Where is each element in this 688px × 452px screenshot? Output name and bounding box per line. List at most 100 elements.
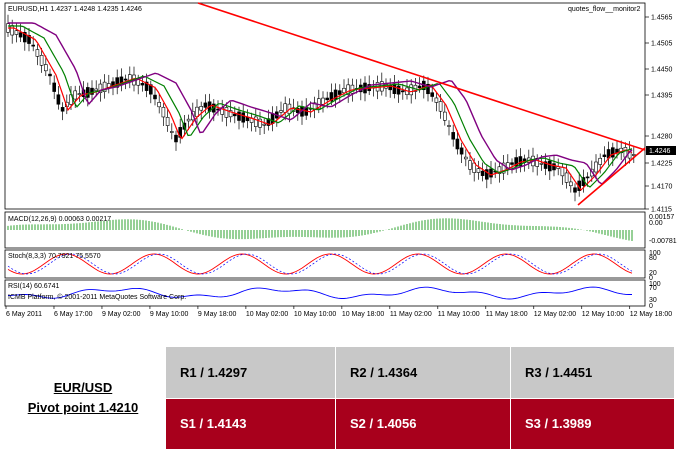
price-tick-label: 1.4505 [651,41,673,48]
stoch-label: Stoch(8,3,3) 70.7921 75.5570 [8,253,101,260]
candle-body [560,166,565,177]
candle-body [455,138,460,150]
candle-body [165,117,170,126]
candle-body [295,108,300,114]
candle-body [585,176,590,179]
candle-body [459,147,464,155]
candle-body [22,32,27,43]
candle-body [552,163,556,171]
rsi-tick-label: 100 [649,281,661,288]
candle-body [539,162,544,165]
candle-body [60,107,65,112]
candle-body [254,116,258,127]
price-axis: 1.4565 1.4505 1.4450 1.4395 1.4280 1.4225 1.41… [645,15,677,310]
candle-body [476,168,481,173]
candle-body [153,94,157,100]
s2-cell: S2 / 1.4056 [335,397,511,450]
support-trendline [577,147,646,206]
stoch-tick-label: 20 [649,270,657,277]
r3-cell: R3 / 1.4451 [510,346,675,399]
candle-body [186,118,191,122]
candle-body [199,106,203,111]
candle-body [400,90,405,93]
rsi-label: RSI(14) 60.6741 [8,283,59,290]
candle-body [228,110,233,118]
candle-body [48,73,52,77]
candle-body [325,97,330,101]
candle-body [598,157,603,165]
candle-body [283,103,288,113]
candle-body [396,85,401,95]
candle-body [98,83,103,93]
stoch-tick-label: 80 [649,255,657,262]
candle-body [568,181,573,187]
candle-body [342,87,346,94]
candle-body [262,123,267,126]
candle-body [392,83,397,94]
candle-body [543,161,548,169]
candle-body [451,132,456,140]
stoch-signal-line [7,253,633,275]
time-tick-label: 11 May 02:00 [390,311,432,318]
candle-body [237,111,241,121]
candle-body [178,127,182,138]
time-tick-label: 10 May 10:00 [294,311,337,318]
candle-body [547,160,552,172]
candle-body [501,162,506,174]
candle-body [329,92,334,102]
candle-body [610,147,615,158]
rsi-tick-label: 0 [649,303,653,310]
candle-body [631,154,636,156]
candle-body [447,125,451,127]
candle-body [417,85,422,89]
candle-body [510,162,514,165]
candle-body [149,84,153,95]
candle-body [337,90,342,95]
time-tick-label: 11 May 18:00 [486,311,528,318]
s1-cell: S1 / 1.4143 [165,397,336,450]
stochastic-lines [7,253,633,275]
candle-body [430,92,435,97]
pivot-table: EUR/USD Pivot point 1.4210 R1 / 1.4297 R… [0,346,675,450]
time-tick-label: 12 May 02:00 [534,311,577,318]
time-axis: 6 May 2011 6 May 17:00 9 May 02:00 9 May 10… [5,306,673,318]
candle-body [468,160,472,170]
candle-body [258,118,262,128]
candle-body [35,49,40,57]
candle-body [27,35,31,44]
time-tick-label: 12 May 18:00 [630,311,673,318]
candle-body [564,172,569,183]
candle-body [94,88,98,92]
rsi-tick-label: 70 [649,285,657,292]
macd-label: MACD(12,26,9) 0.00063 0.00217 [8,216,111,223]
candle-body [157,102,161,108]
trendlines [197,2,646,206]
current-price: 1.4246 [649,148,671,155]
candle-body [434,97,439,103]
price-chart[interactable]: 1.4565 1.4505 1.4450 1.4395 1.4280 1.4225 1.41… [0,0,688,322]
candle-body [56,94,61,105]
candle-body [52,82,57,92]
rsi-copyright: ICMB Platform, © 2001-2011 MetaQuotes So… [8,293,186,301]
candle-body [489,168,493,178]
candle-body [10,25,14,36]
candle-body [426,83,430,95]
watermark: quotes_flow__monitor2 [568,6,640,13]
candle-body [321,97,325,105]
candle-body [224,107,229,118]
chart-canvas[interactable]: 1.4565 1.4505 1.4450 1.4395 1.4280 1.4225 1.41… [0,0,688,322]
candle-body [279,110,283,113]
candle-body [438,101,443,112]
resistance-trendline [197,2,646,151]
candle-body [102,81,107,92]
candle-body [18,32,23,38]
candle-body [170,131,174,133]
candle-body [140,83,145,86]
candle-body [602,154,607,157]
candle-body [144,81,149,91]
candle-body [409,84,414,96]
price-tick-label: 1.4170 [651,184,673,191]
time-tick-label: 6 May 17:00 [54,311,93,318]
r2-cell: R2 / 1.4364 [335,346,511,399]
candle-body [463,156,468,160]
